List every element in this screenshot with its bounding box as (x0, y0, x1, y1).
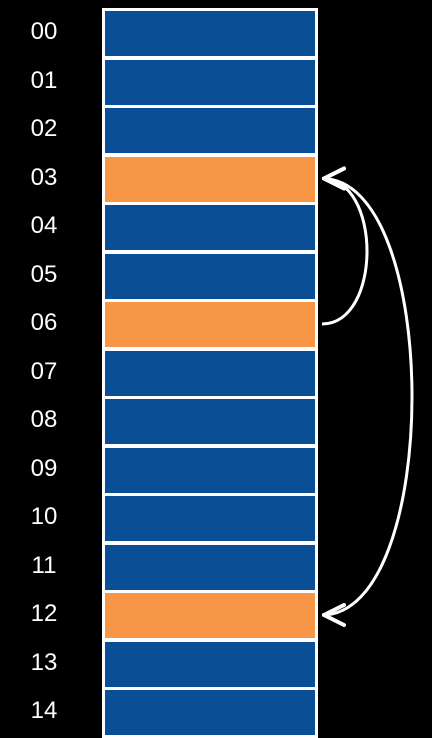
index-label-10: 10 (30, 503, 58, 530)
array-slot-01 (102, 56, 318, 108)
index-label-02: 02 (30, 115, 58, 142)
index-label-06: 06 (30, 309, 58, 336)
index-label-05: 05 (30, 260, 58, 288)
arrowhead-12-from-03 (322, 603, 346, 627)
array-slot-12 (102, 590, 318, 641)
array-slot-06 (102, 299, 318, 350)
link-arrow-06-03 (321, 177, 369, 326)
index-label-03: 03 (30, 163, 58, 191)
index-label-01: 01 (30, 66, 58, 94)
index-label-09: 09 (30, 454, 58, 482)
arrowhead-03-from-12 (322, 166, 346, 191)
index-label-12: 12 (30, 600, 58, 627)
index-label-08: 08 (30, 406, 58, 433)
index-label-13: 13 (30, 648, 58, 676)
array-slot-13 (102, 638, 318, 690)
index-label-11: 11 (31, 551, 57, 579)
index-label-14: 14 (30, 697, 58, 724)
link-arrow-03-12 (321, 177, 414, 617)
index-label-04: 04 (30, 212, 58, 239)
index-label-00: 00 (30, 18, 58, 45)
index-label-07: 07 (30, 357, 58, 385)
array-slot-09 (102, 444, 318, 496)
array-slot-00 (102, 8, 318, 59)
array-slot-05 (102, 250, 318, 302)
array-slot-11 (102, 541, 318, 593)
